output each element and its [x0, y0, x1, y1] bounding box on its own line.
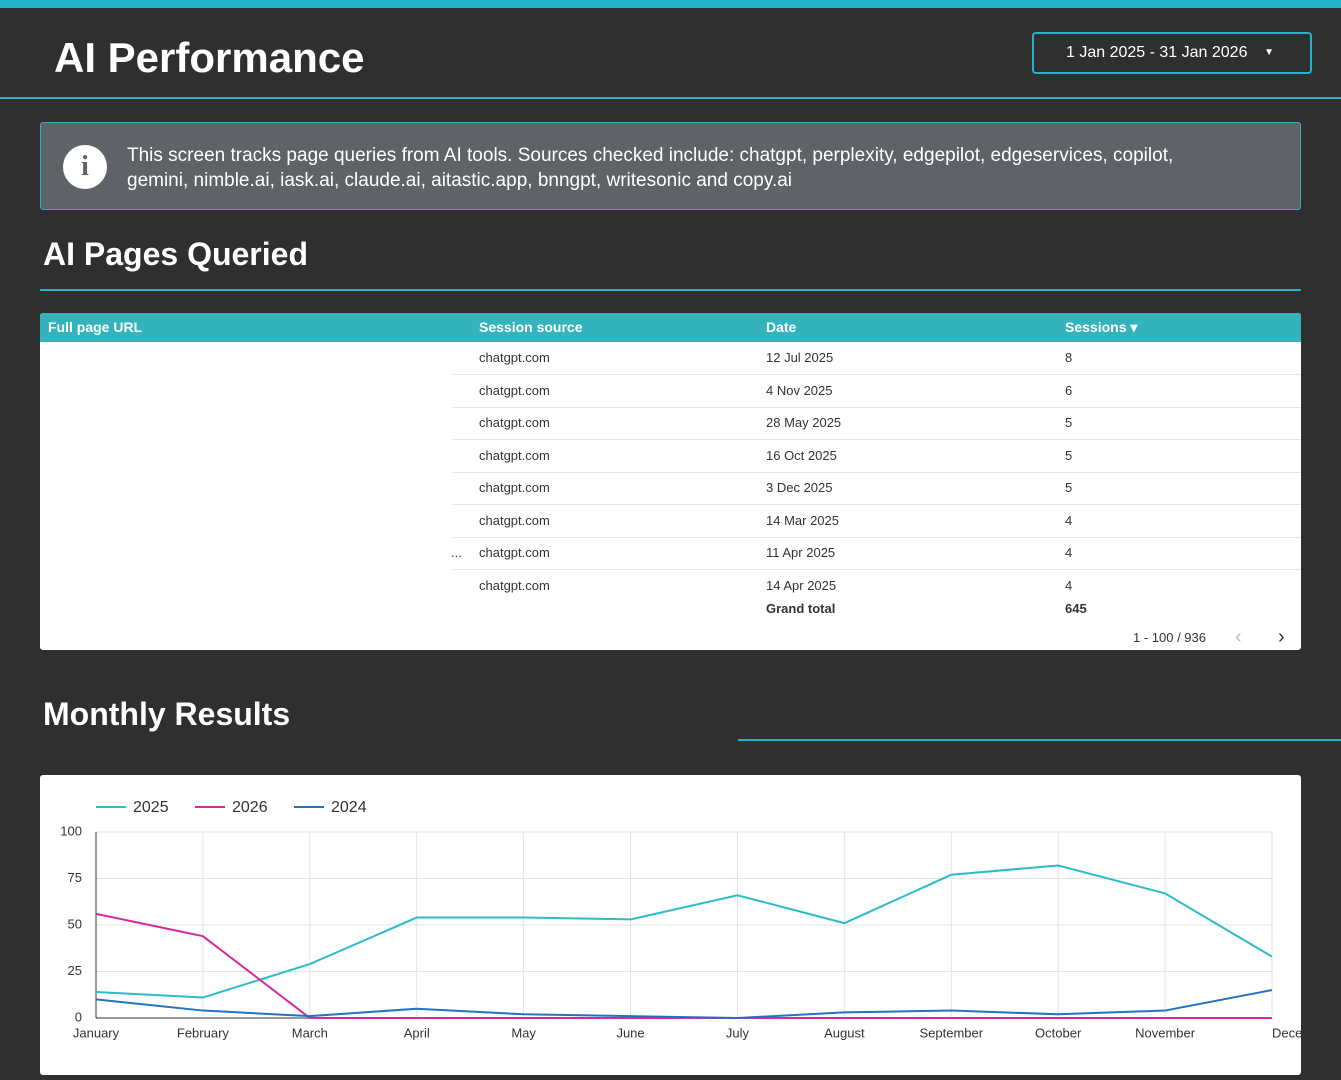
cell-sessions: 4 — [1065, 545, 1073, 560]
row-divider — [452, 374, 1301, 375]
cell-date: 11 Apr 2025 — [766, 545, 836, 560]
cell-sessions: 5 — [1065, 415, 1073, 430]
cell-source: chatgpt.com — [479, 512, 550, 528]
section-title: Monthly Results — [43, 696, 291, 732]
section-rule — [40, 289, 1301, 291]
x-tick-label: October — [1035, 1025, 1082, 1040]
next-page[interactable]: › — [1278, 626, 1285, 648]
cell-sessions: 8 — [1065, 350, 1073, 365]
cell-date: 4 Nov 2025 — [766, 382, 833, 398]
column-header[interactable]: Sessions ▾ — [1065, 319, 1138, 335]
info-icon: i — [63, 145, 107, 189]
cell-source: chatgpt.com — [479, 447, 550, 463]
chart: 0 25 50 75 100 January February March April May Ju… — [60, 799, 1324, 1040]
cell-source: chatgpt.com — [479, 382, 550, 398]
table-header — [40, 313, 1301, 342]
series-line — [95, 989, 1273, 1020]
x-tick-label: Decem... — [1272, 1025, 1301, 1040]
table: Full page URL Session source Date Sessions … — [40, 313, 1301, 650]
cell-source: chatgpt.com — [479, 415, 550, 430]
y-tick-label: 50 — [68, 916, 82, 931]
x-tick-label: September — [919, 1025, 983, 1040]
x-tick-label: June — [616, 1025, 644, 1040]
column-header[interactable]: Full page URL — [48, 319, 143, 335]
series-line — [95, 912, 1272, 1019]
x-tick-label: July — [726, 1025, 750, 1040]
legend-label: 2026 — [232, 799, 268, 816]
cell-date: 3 Dec 2025 — [766, 480, 833, 495]
cell-source: chatgpt.com — [479, 480, 550, 495]
x-tick-label: August — [824, 1025, 865, 1040]
cell-source: chatgpt.com — [479, 545, 550, 560]
x-tick-label: January — [73, 1025, 120, 1040]
cell-date: 12 Jul 2025 — [766, 350, 834, 365]
y-tick-label: 75 — [68, 870, 82, 885]
cell-date: 16 Oct 2025 — [766, 447, 837, 463]
column-header[interactable]: Session source — [479, 319, 583, 335]
grand-total-label: Grand total — [766, 601, 836, 616]
row-divider — [452, 536, 1301, 538]
cell-url: ... — [451, 545, 462, 560]
cell-sessions: 5 — [1065, 480, 1073, 495]
header-rule — [0, 97, 1341, 99]
x-tick-label: February — [177, 1025, 230, 1040]
cell-date: 14 Mar 2025 — [766, 512, 839, 528]
x-tick-label: November — [1135, 1025, 1196, 1040]
x-tick-label: May — [511, 1025, 536, 1040]
cell-sessions: 6 — [1065, 382, 1073, 398]
x-tick-label: March — [292, 1025, 328, 1040]
prev-page[interactable]: ‹ — [1235, 626, 1242, 648]
page-title: AI Performance — [54, 34, 365, 81]
info-box: i This screen tracks page queries from A… — [40, 122, 1301, 210]
info-text: This screen tracks page queries from AI … — [127, 145, 1174, 191]
y-tick-label: 25 — [68, 963, 82, 978]
row-divider — [452, 569, 1301, 570]
column-header[interactable]: Date — [766, 319, 797, 335]
row-divider — [452, 406, 1301, 408]
section-title: AI Pages Queried — [43, 236, 308, 272]
cell-date: 28 May 2025 — [766, 415, 842, 430]
cell-sessions: 4 — [1065, 512, 1073, 528]
cell-date: 14 Apr 2025 — [766, 577, 837, 593]
cell-source: chatgpt.com — [479, 350, 550, 365]
series-line — [95, 864, 1273, 999]
date-range-picker[interactable]: 1 Jan 2025 - 31 Jan 2026 ▼ — [1032, 32, 1312, 74]
row-divider — [452, 504, 1301, 505]
date-range: 1 Jan 2025 - 31 Jan 2026 — [1066, 44, 1248, 61]
pagination: 1 - 100 / 936 — [1133, 630, 1206, 645]
row-divider — [452, 439, 1301, 440]
chart-card: 0 25 50 75 100 January February March April May Ju… — [40, 775, 1324, 1075]
cell-sessions: 5 — [1065, 447, 1073, 463]
section-rule — [738, 739, 1341, 741]
cell-sessions: 4 — [1065, 577, 1073, 593]
cell-source: chatgpt.com — [479, 577, 550, 593]
legend-label: 2024 — [331, 799, 367, 816]
grand-total: 645 — [1065, 601, 1087, 616]
x-tick-label: April — [404, 1025, 430, 1040]
top-strip — [0, 0, 1341, 8]
y-tick-label: 100 — [60, 823, 82, 838]
legend-label: 2025 — [133, 799, 169, 816]
y-tick-label: 0 — [75, 1009, 82, 1024]
row-divider — [452, 471, 1301, 473]
